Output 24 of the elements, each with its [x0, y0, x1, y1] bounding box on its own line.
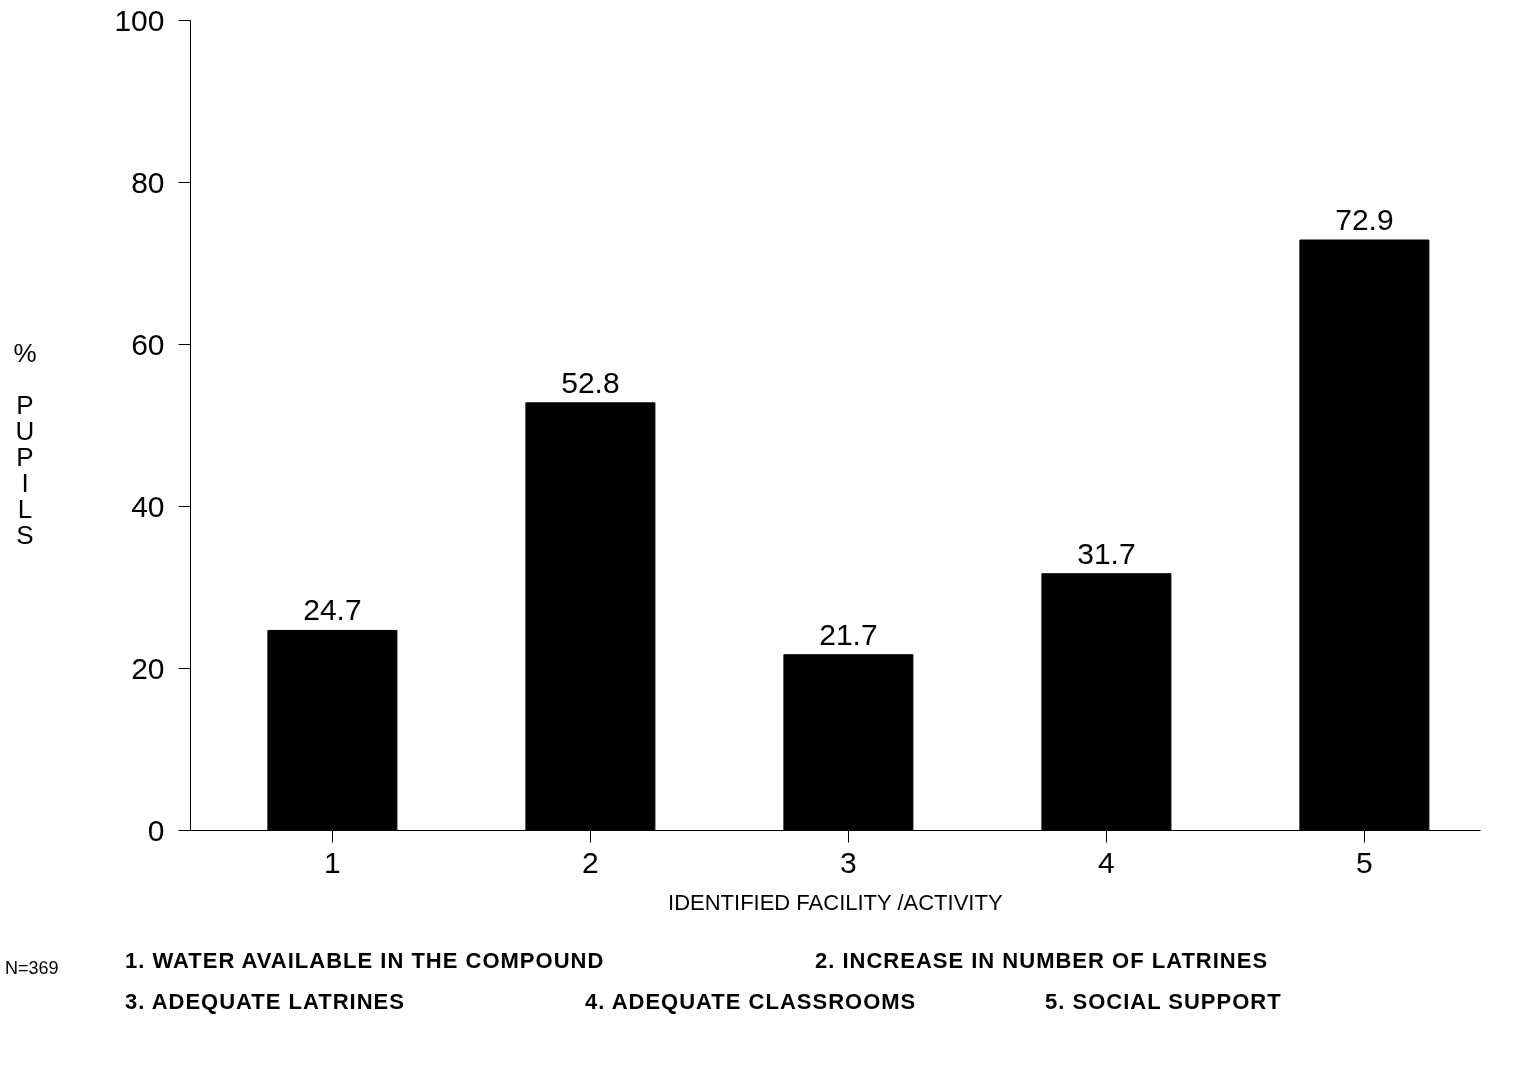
y-axis-title: % PUPILS: [13, 338, 37, 550]
text: 3. ADEQUATE LATRINES: [125, 988, 405, 1017]
x-tick-label: 5: [1356, 845, 1373, 879]
y-tick-label: 60: [131, 327, 165, 361]
x-tick-label: 4: [1098, 845, 1115, 879]
y-tick-label: 80: [131, 165, 165, 199]
x-axis-title: IDENTIFIED FACILITY /ACTIVITY: [668, 889, 1003, 915]
y-tick-label: 40: [131, 489, 165, 523]
data-label: 52.8: [561, 365, 620, 399]
text: N=369: [5, 957, 59, 980]
y-tick-label: 20: [131, 651, 165, 685]
text: 1. WATER AVAILABLE IN THE COMPOUND: [125, 947, 605, 975]
text: 2. INCREASE IN NUMBER OF LATRINES: [815, 947, 1269, 975]
text: 5. SOCIAL SUPPORT: [1045, 988, 1282, 1017]
data-label: 21.7: [819, 617, 878, 651]
data-label: 31.7: [1077, 536, 1136, 570]
x-tick-label: 3: [840, 845, 857, 879]
y-tick-label: 0: [147, 813, 165, 847]
x-tick-label: 1: [324, 845, 341, 879]
y-tick-label: 100: [114, 3, 165, 37]
data-label: 24.7: [303, 593, 362, 627]
x-tick-label: 2: [582, 845, 599, 879]
text: 4. ADEQUATE CLASSROOMS: [585, 988, 917, 1017]
data-label: 72.9: [1335, 203, 1394, 237]
